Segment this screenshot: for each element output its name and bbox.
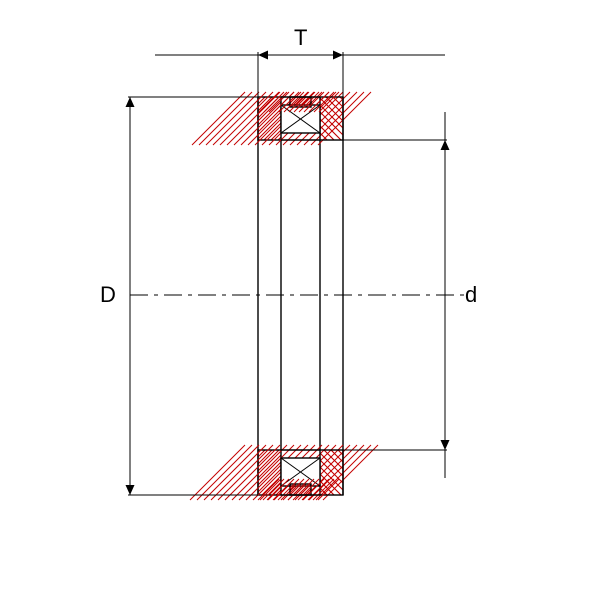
bearing-cross-section: Dd T	[0, 0, 600, 600]
dim-D-label: D	[100, 282, 116, 307]
dim-T-label: T	[294, 25, 307, 50]
dim-d-label: d	[465, 282, 477, 307]
